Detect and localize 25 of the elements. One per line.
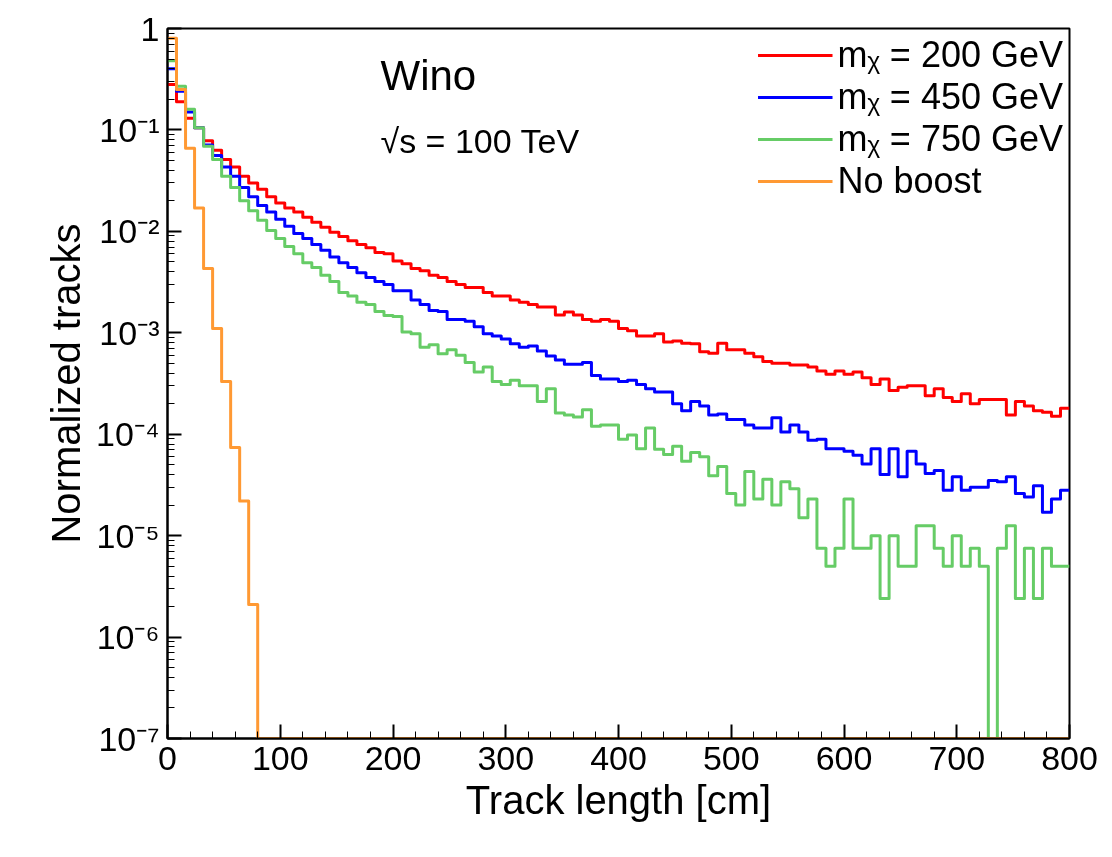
x-tick-label: 800 bbox=[1041, 738, 1098, 777]
legend-label: No boost bbox=[837, 160, 982, 202]
x-tick-label: 300 bbox=[477, 738, 535, 777]
y-tick-label: 10⁻⁶ bbox=[96, 618, 160, 657]
y-tick-label: 1 bbox=[140, 9, 160, 48]
x-tick-label: 100 bbox=[251, 738, 309, 777]
annotation: √s = 100 TeV bbox=[380, 121, 580, 160]
x-tick-label: 200 bbox=[364, 738, 422, 777]
legend-label: mᵪ = 450 GeV bbox=[837, 76, 1063, 118]
x-tick-label: 0 bbox=[158, 738, 177, 777]
x-tick-label: 600 bbox=[815, 738, 873, 777]
y-axis-title: Normalized tracks bbox=[44, 223, 89, 544]
y-tick-label: 10⁻⁵ bbox=[96, 516, 160, 555]
x-tick-label: 700 bbox=[928, 738, 986, 777]
y-tick-label: 10⁻³ bbox=[99, 313, 160, 352]
y-tick-label: 10⁻² bbox=[99, 212, 160, 251]
annotation: Wino bbox=[380, 52, 477, 99]
y-tick-label: 10⁻¹ bbox=[99, 110, 160, 149]
y-tick-label: 10⁻⁷ bbox=[98, 719, 160, 758]
y-tick-label: 10⁻⁴ bbox=[96, 415, 160, 454]
x-axis-title: Track length [cm] bbox=[465, 777, 772, 822]
legend-label: mᵪ = 200 GeV bbox=[837, 34, 1063, 76]
x-tick-label: 500 bbox=[702, 738, 760, 777]
x-tick-label: 400 bbox=[590, 738, 647, 777]
legend-label: mᵪ = 750 GeV bbox=[837, 118, 1063, 160]
